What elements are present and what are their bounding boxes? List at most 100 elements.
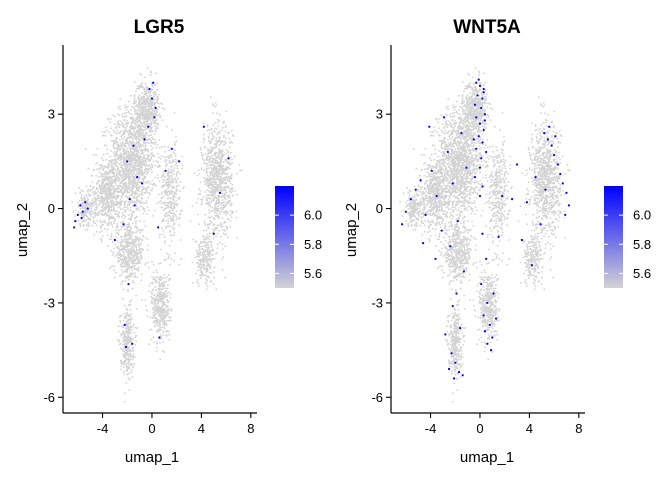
colorbar-tick-label: 6.0 bbox=[633, 208, 651, 223]
data-point bbox=[475, 82, 477, 84]
data-point bbox=[125, 346, 127, 348]
x-tick-label: -4 bbox=[97, 421, 109, 436]
x-tick-label: 0 bbox=[476, 421, 483, 436]
data-point bbox=[448, 368, 450, 370]
data-point bbox=[473, 138, 475, 140]
data-point bbox=[171, 148, 173, 150]
colorbar-tick-label: 6.0 bbox=[304, 208, 322, 223]
data-point bbox=[562, 182, 564, 184]
data-point bbox=[553, 154, 555, 156]
data-point bbox=[476, 94, 478, 96]
data-point bbox=[465, 167, 467, 169]
data-point bbox=[428, 126, 430, 128]
data-point bbox=[219, 192, 221, 194]
data-point bbox=[153, 116, 155, 118]
data-point bbox=[554, 135, 556, 137]
data-point bbox=[151, 97, 153, 99]
data-point bbox=[548, 126, 550, 128]
data-point bbox=[447, 151, 449, 153]
data-point bbox=[480, 157, 482, 159]
data-point bbox=[164, 170, 166, 172]
data-point bbox=[479, 85, 481, 87]
data-point bbox=[516, 163, 518, 165]
data-point bbox=[434, 258, 436, 260]
data-point bbox=[457, 220, 459, 222]
data-point bbox=[401, 223, 403, 225]
data-point bbox=[134, 204, 136, 206]
data-point bbox=[480, 107, 482, 109]
data-point bbox=[82, 211, 84, 213]
y-tick-label: -6 bbox=[371, 390, 383, 405]
data-point bbox=[84, 201, 86, 203]
data-point bbox=[444, 333, 446, 335]
data-point bbox=[74, 220, 76, 222]
data-point bbox=[565, 192, 567, 194]
data-point bbox=[452, 182, 454, 184]
data-point bbox=[420, 179, 422, 181]
data-point bbox=[511, 198, 513, 200]
data-point bbox=[148, 88, 150, 90]
data-point bbox=[77, 214, 79, 216]
data-point bbox=[450, 352, 452, 354]
data-point bbox=[483, 129, 485, 131]
data-point bbox=[443, 116, 445, 118]
data-point bbox=[559, 173, 561, 175]
data-point bbox=[458, 371, 460, 373]
data-point bbox=[73, 226, 75, 228]
data-point bbox=[483, 91, 485, 93]
data-point bbox=[463, 270, 465, 272]
data-point bbox=[492, 292, 494, 294]
data-point bbox=[127, 283, 129, 285]
x-axis-title: umap_1 bbox=[125, 449, 179, 466]
data-point bbox=[531, 264, 533, 266]
data-point bbox=[87, 207, 89, 209]
data-point bbox=[484, 119, 486, 121]
data-point bbox=[564, 214, 566, 216]
data-point bbox=[141, 182, 143, 184]
data-point bbox=[80, 217, 82, 219]
data-point bbox=[485, 151, 487, 153]
data-point bbox=[478, 135, 480, 137]
data-point bbox=[481, 97, 483, 99]
x-tick-label: 0 bbox=[148, 421, 155, 436]
data-point bbox=[124, 324, 126, 326]
x-axis-title: umap_1 bbox=[460, 449, 514, 466]
data-point bbox=[213, 233, 215, 235]
data-point bbox=[497, 236, 499, 238]
data-point bbox=[158, 336, 160, 338]
data-point bbox=[474, 176, 476, 178]
x-tick-label: -4 bbox=[425, 421, 437, 436]
data-point bbox=[129, 198, 131, 200]
x-tick-label: 4 bbox=[526, 421, 533, 436]
data-point bbox=[132, 145, 134, 147]
data-point bbox=[534, 176, 536, 178]
y-axis-title: umap_2 bbox=[14, 203, 31, 257]
data-point bbox=[481, 233, 483, 235]
data-point bbox=[568, 204, 570, 206]
data-point bbox=[479, 195, 481, 197]
x-tick-label: 8 bbox=[575, 421, 582, 436]
data-point bbox=[501, 195, 503, 197]
x-tick-label: 4 bbox=[198, 421, 205, 436]
data-point bbox=[143, 138, 145, 140]
data-point bbox=[491, 336, 493, 338]
data-point bbox=[480, 283, 482, 285]
colorbar-legend: 5.65.86.0 bbox=[604, 186, 651, 288]
data-point bbox=[436, 195, 438, 197]
data-point bbox=[203, 126, 205, 128]
data-point bbox=[441, 229, 443, 231]
data-point bbox=[483, 314, 485, 316]
data-point bbox=[484, 330, 486, 332]
data-point bbox=[122, 223, 124, 225]
data-point bbox=[479, 167, 481, 169]
colorbar-tick-label: 5.6 bbox=[304, 266, 322, 281]
data-point bbox=[114, 239, 116, 241]
data-point bbox=[455, 292, 457, 294]
data-point bbox=[131, 343, 133, 345]
data-point bbox=[557, 163, 559, 165]
y-axis-title: umap_2 bbox=[343, 203, 360, 257]
data-point bbox=[486, 302, 488, 304]
data-point bbox=[405, 211, 407, 213]
data-point bbox=[484, 113, 486, 115]
data-point bbox=[481, 185, 483, 187]
